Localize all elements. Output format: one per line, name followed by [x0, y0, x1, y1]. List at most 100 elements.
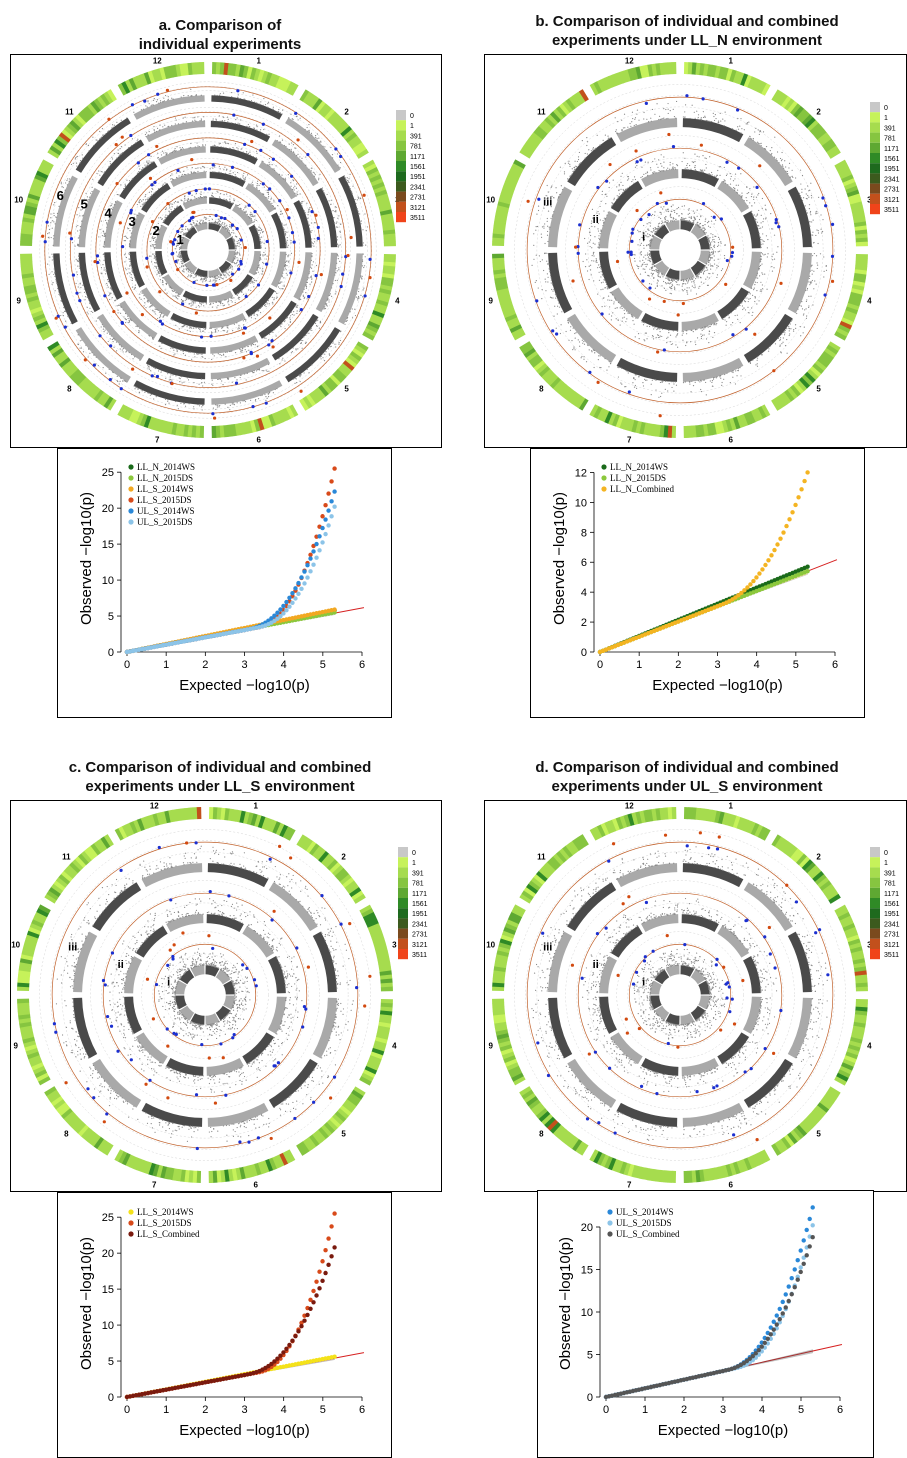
snp-point — [586, 242, 589, 244]
snp-point — [281, 174, 283, 176]
snp-point — [263, 128, 265, 131]
density-bin — [750, 77, 760, 91]
snp-point — [331, 154, 334, 156]
chromosome-track — [210, 357, 271, 380]
snp-point — [677, 333, 679, 335]
snp-point — [191, 300, 193, 302]
snp-point — [310, 169, 312, 172]
snp-point — [88, 299, 90, 301]
snp-point — [237, 242, 239, 244]
snp-point — [200, 119, 203, 121]
snp-point — [760, 244, 762, 246]
snp-point — [304, 212, 306, 214]
snp-point — [194, 117, 196, 119]
significant-snp-blue — [339, 154, 343, 159]
chromosome-track — [158, 146, 206, 165]
snp-point — [701, 269, 704, 271]
snp-point — [291, 188, 294, 191]
snp-point — [129, 229, 131, 232]
snp-point — [235, 246, 238, 248]
snp-point — [661, 220, 663, 222]
snp-point — [667, 210, 670, 213]
snp-point — [705, 163, 707, 166]
significant-snp-red — [148, 176, 153, 180]
significant-snp-red — [314, 213, 318, 217]
snp-point — [150, 261, 153, 263]
significant-snp-red — [779, 281, 783, 285]
snp-point — [183, 95, 185, 97]
snp-point — [195, 167, 197, 170]
significant-snp-blue — [96, 260, 100, 265]
density-bin — [801, 114, 814, 126]
snp-point — [62, 314, 64, 317]
snp-point — [312, 243, 314, 245]
significant-snp-red — [241, 331, 246, 335]
snp-point — [758, 225, 760, 227]
snp-point — [592, 242, 594, 244]
snp-point — [713, 255, 715, 257]
density-bin — [159, 67, 167, 80]
snp-point — [700, 335, 703, 338]
snp-point — [140, 205, 142, 207]
significant-snp-red — [107, 117, 111, 121]
snp-point — [686, 163, 689, 165]
snp-point — [682, 339, 684, 341]
snp-point — [184, 264, 186, 267]
snp-point — [191, 271, 193, 273]
density-bin — [128, 77, 138, 91]
significant-snp-blue — [648, 286, 652, 290]
snp-point — [180, 231, 182, 233]
snp-point — [179, 252, 181, 255]
snp-point — [690, 168, 692, 170]
snp-point — [271, 331, 273, 333]
snp-point — [205, 217, 207, 219]
snp-point — [109, 293, 111, 296]
snp-point — [82, 206, 84, 209]
snp-point — [213, 221, 215, 224]
snp-point — [605, 281, 607, 283]
density-bin — [238, 64, 246, 78]
chromosome-track — [271, 139, 319, 187]
snp-point — [139, 293, 141, 295]
snp-point — [151, 162, 153, 164]
snp-point — [709, 237, 711, 239]
significant-snp-red — [158, 290, 162, 294]
snp-point — [308, 130, 310, 132]
snp-point — [219, 93, 221, 95]
snp-point — [104, 232, 106, 234]
snp-point — [259, 238, 261, 241]
snp-point — [229, 198, 231, 200]
snp-point — [285, 245, 287, 247]
snp-point — [692, 161, 695, 164]
snp-point — [646, 245, 648, 247]
snp-point — [71, 242, 74, 244]
density-bin — [72, 116, 84, 129]
snp-point — [273, 199, 275, 201]
snp-point — [647, 259, 649, 261]
density-bin — [28, 302, 42, 311]
snp-point — [169, 212, 171, 214]
snp-point — [281, 224, 283, 226]
snp-point — [229, 234, 232, 236]
snp-point — [99, 130, 101, 133]
snp-point — [712, 272, 714, 274]
snp-point — [713, 223, 715, 225]
manhattan-ring: 2 — [141, 183, 275, 317]
snp-point — [104, 133, 106, 135]
density-bin — [373, 185, 387, 194]
snp-point — [704, 157, 706, 159]
density-bin — [167, 65, 174, 79]
snp-point — [248, 126, 251, 128]
snp-point — [152, 310, 154, 312]
snp-point — [296, 191, 298, 193]
snp-point — [727, 314, 729, 316]
snp-point — [310, 267, 313, 269]
snp-point — [231, 174, 233, 177]
snp-point — [676, 284, 678, 286]
snp-point — [360, 294, 362, 297]
ring-gridline — [176, 218, 240, 282]
snp-point — [54, 275, 56, 277]
snp-point — [122, 380, 124, 382]
snp-point — [86, 200, 89, 202]
snp-point — [626, 310, 628, 312]
